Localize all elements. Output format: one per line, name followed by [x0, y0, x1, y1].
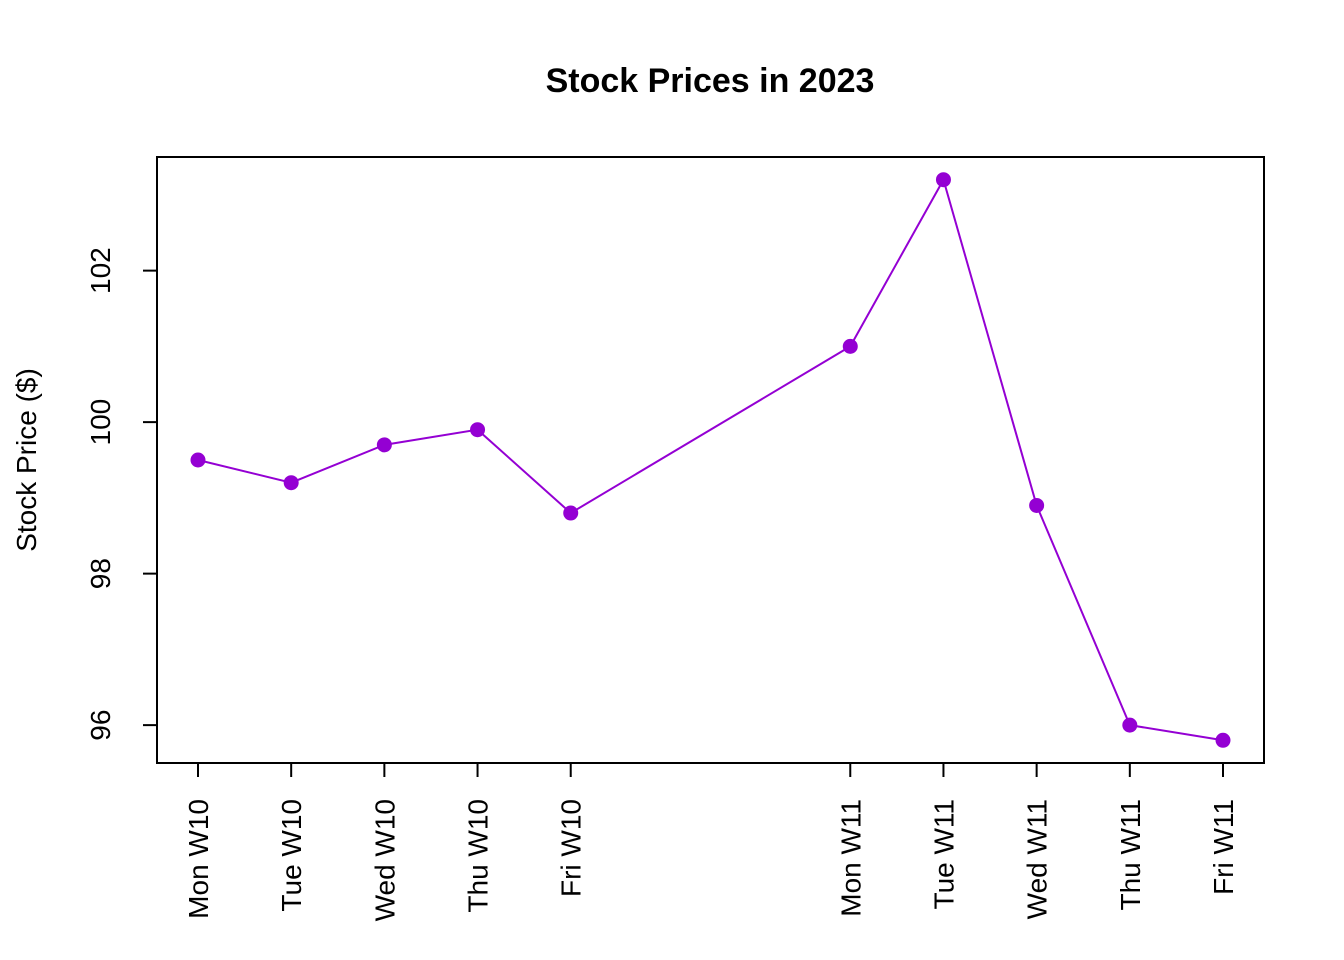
x-tick-label: Mon W11 [835, 799, 866, 917]
data-point [470, 422, 486, 438]
y-axis: 96 98 100 102 [85, 247, 157, 741]
chart-title: Stock Prices in 2023 [546, 62, 875, 100]
x-tick-label: Fri W11 [1208, 799, 1239, 895]
data-point [1122, 717, 1138, 733]
data-point [935, 172, 951, 188]
plot-frame [156, 156, 1265, 764]
series-line [197, 177, 1224, 742]
x-tick-label: Thu W11 [1115, 799, 1146, 911]
x-tick-label: Tue W10 [276, 799, 307, 912]
price-series [190, 172, 1231, 748]
y-tick-label: 100 [85, 399, 116, 446]
data-point [376, 437, 392, 453]
data-point [563, 505, 579, 521]
x-tick-label: Wed W10 [369, 799, 400, 921]
y-tick-label: 98 [85, 558, 116, 589]
x-tick-label: Fri W10 [556, 799, 587, 897]
y-axis-label: Stock Price ($) [11, 368, 42, 552]
x-tick-label: Mon W10 [183, 799, 214, 919]
x-tick-label: Thu W10 [463, 799, 494, 913]
y-tick-label: 96 [85, 710, 116, 741]
data-point [842, 338, 858, 354]
x-tick-label: Wed W11 [1022, 799, 1053, 919]
data-point [1215, 732, 1231, 748]
y-tick-label: 102 [85, 247, 116, 294]
data-point [190, 452, 206, 468]
data-point [1029, 497, 1045, 513]
data-point [283, 475, 299, 491]
x-axis: Mon W10 Tue W10 Wed W10 Thu W10 Fri W10 Mon W… [183, 763, 1239, 921]
x-tick-label: Tue W11 [928, 799, 959, 909]
